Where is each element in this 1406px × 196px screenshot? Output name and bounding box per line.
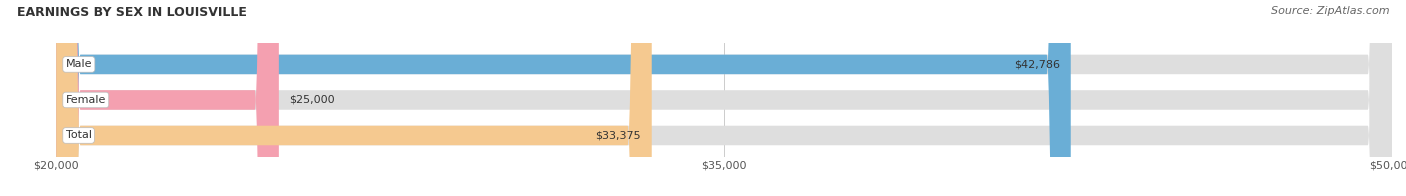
FancyBboxPatch shape — [56, 0, 1392, 196]
Text: Female: Female — [66, 95, 105, 105]
FancyBboxPatch shape — [56, 0, 278, 196]
Text: EARNINGS BY SEX IN LOUISVILLE: EARNINGS BY SEX IN LOUISVILLE — [17, 6, 246, 19]
FancyBboxPatch shape — [56, 0, 1071, 196]
Text: Source: ZipAtlas.com: Source: ZipAtlas.com — [1271, 6, 1389, 16]
FancyBboxPatch shape — [56, 0, 1392, 196]
Text: Male: Male — [66, 59, 91, 69]
FancyBboxPatch shape — [56, 0, 1392, 196]
Text: $33,375: $33,375 — [595, 131, 641, 141]
Text: $42,786: $42,786 — [1014, 59, 1060, 69]
Text: Total: Total — [66, 131, 91, 141]
Text: $25,000: $25,000 — [290, 95, 335, 105]
FancyBboxPatch shape — [56, 0, 652, 196]
